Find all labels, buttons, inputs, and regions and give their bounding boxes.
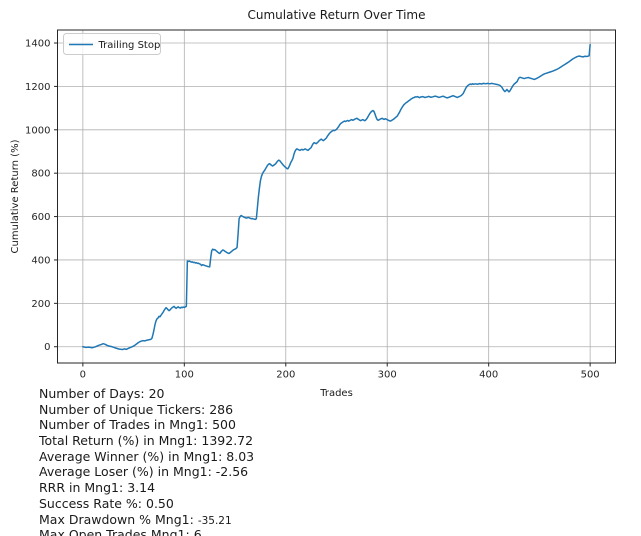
legend-box [63,33,161,55]
stat-label: Success Rate %: [39,495,143,511]
stat-label: Number of Days: [39,386,145,401]
stat-value: -2.56 [215,464,249,480]
x-tick-label: 400 [479,370,498,381]
stat-value: 286 [209,401,234,417]
plot-border [57,29,616,364]
stat-line-max-drawdown: Max Drawdown % Mng1: -35.21 [39,512,254,528]
stat-value: 6 [193,527,202,536]
chart-title: Cumulative Return Over Time [248,8,426,22]
stat-label: Average Loser (%) in Mng1: [39,464,212,480]
legend-label: Trailing Stop [98,40,161,51]
stat-label: Number of Unique Tickers: [39,401,206,417]
stat-line-total-return: Total Return (%) in Mng1: 1392.72 [39,433,254,449]
stat-label: Average Winner (%) in Mng1: [39,448,223,464]
stat-line-average-winner: Average Winner (%) in Mng1: 8.03 [39,449,254,465]
stat-value: 8.03 [226,448,255,464]
stat-line-success-rate: Success Rate %: 0.50 [39,496,254,512]
y-tick-label: 200 [31,299,50,310]
x-tick-label: 300 [378,370,397,381]
y-tick-label: 400 [31,255,50,266]
stat-line-average-loser: Average Loser (%) in Mng1: -2.56 [39,464,254,480]
stat-value: 3.14 [127,480,156,496]
stat-value: -35.21 [197,514,232,527]
y-tick-label: 1400 [25,39,50,50]
x-tick-label: 0 [80,370,86,381]
stat-label: Max Open Trades Mng1: [39,527,190,536]
stat-line-rrr: RRR in Mng1: 3.14 [39,480,254,496]
y-tick-label: 1200 [25,82,50,93]
stat-label: Max Drawdown % Mng1: [39,511,194,527]
stat-label: RRR in Mng1: [39,480,124,496]
stats-block: Number of Days: 20 Number of Unique Tick… [39,386,254,536]
x-tick-label: 200 [276,370,295,381]
stat-line-max-open-trades: Max Open Trades Mng1: 6 [39,527,254,536]
stat-label: Number of Trades in Mng1: [39,417,209,433]
y-tick-label: 600 [31,212,50,223]
stat-line-number-of-days: Number of Days: 20 [39,386,254,402]
stat-value: 0.50 [146,495,174,511]
y-axis-label: Cumulative Return (%) [10,139,21,253]
y-tick-label: 800 [31,169,50,180]
y-tick-label: 1000 [25,125,50,136]
series-line-trailing-stop [82,43,591,351]
x-axis-label: Trades [319,388,353,399]
stat-line-number-of-trades: Number of Trades in Mng1: 500 [39,417,254,433]
stat-value: 20 [148,386,165,401]
stat-value: 1392.72 [201,433,254,449]
stat-value: 500 [212,417,236,433]
x-tick-label: 500 [581,370,600,381]
cumulative-return-chart: 0 100 200 300 400 500 0 200 400 600 800 1000 1200 140… [10,8,616,399]
y-tick-label: 0 [44,342,50,353]
stat-line-unique-tickers: Number of Unique Tickers: 286 [39,402,254,418]
x-tick-label: 100 [175,370,194,381]
stat-label: Total Return (%) in Mng1: [39,433,198,449]
